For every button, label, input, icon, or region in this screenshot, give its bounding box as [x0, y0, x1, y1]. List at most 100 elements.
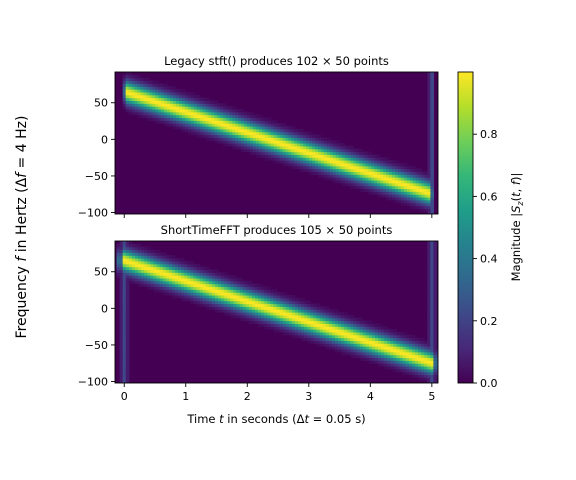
heatmap-cell	[332, 171, 337, 175]
heatmap-cell	[347, 148, 352, 153]
heatmap-cell	[317, 137, 322, 141]
heatmap-cell	[399, 346, 404, 350]
heatmap-cell	[294, 151, 298, 155]
panel-title: Legacy stft() produces 102 × 50 points	[164, 54, 389, 68]
heatmap-cell	[368, 157, 372, 161]
heatmap-cell	[430, 168, 434, 172]
heatmap-cell	[310, 337, 315, 341]
heatmap-cell	[393, 368, 398, 373]
heatmap-cell	[424, 377, 428, 381]
heatmap-cell	[248, 306, 253, 310]
heatmap-cell	[387, 346, 391, 350]
heatmap-cell	[229, 134, 233, 138]
heatmap-cell	[202, 106, 207, 110]
heatmap-cell	[199, 300, 204, 305]
heatmap-cell	[353, 165, 358, 170]
heatmap-cell	[335, 179, 340, 184]
heatmap-cell	[144, 252, 148, 256]
heatmap-cell	[202, 292, 207, 296]
heatmap-cell	[128, 111, 133, 116]
heatmap-cell	[165, 260, 170, 265]
heatmap-cell	[164, 86, 168, 90]
heatmap-cell	[317, 157, 322, 161]
heatmap-cell	[368, 329, 373, 333]
heatmap-cell	[264, 303, 268, 307]
heatmap-cell	[378, 360, 382, 364]
heatmap-cell	[365, 354, 370, 359]
heatmap-cell	[362, 343, 367, 347]
heatmap-cell	[178, 280, 182, 285]
heatmap-cell	[119, 275, 124, 279]
heatmap-cell	[390, 360, 394, 364]
heatmap-cell	[235, 123, 239, 127]
heatmap-cell	[218, 309, 222, 313]
heatmap-cell	[242, 294, 247, 299]
heatmap-cell	[294, 157, 298, 161]
heatmap-cell	[386, 196, 390, 201]
heatmap-cell	[208, 283, 213, 288]
heatmap-cell	[306, 137, 310, 141]
heatmap-cell	[316, 343, 321, 347]
heatmap-cell	[430, 86, 434, 90]
heatmap-cell	[122, 360, 127, 364]
heatmap-cell	[427, 317, 431, 322]
heatmap-cell	[267, 151, 272, 155]
heatmap-cell	[276, 137, 281, 141]
heatmap-cell	[430, 174, 434, 178]
heatmap-cell	[368, 320, 373, 324]
heatmap-cell	[230, 283, 235, 288]
heatmap-cell	[131, 258, 136, 262]
heatmap-cell	[353, 162, 358, 167]
heatmap-cell	[135, 275, 139, 279]
heatmap-cell	[402, 343, 407, 347]
heatmap-cell	[362, 157, 366, 161]
heatmap-cell	[171, 269, 176, 273]
heatmap-cell	[306, 151, 310, 155]
heatmap-cell	[298, 334, 302, 339]
heatmap-cell	[168, 292, 173, 296]
heatmap-cell	[161, 120, 165, 124]
heatmap-cell	[138, 283, 142, 288]
heatmap-cell	[430, 137, 434, 141]
heatmap-cell	[270, 312, 275, 316]
heatmap-cell	[279, 123, 284, 127]
heatmap-cell	[365, 357, 370, 361]
heatmap-cell	[307, 337, 311, 341]
heatmap-cell	[258, 286, 262, 290]
heatmap-cell	[298, 312, 302, 316]
heatmap-cell	[430, 337, 434, 341]
heatmap-cell	[380, 188, 384, 192]
heatmap-cell	[119, 329, 124, 333]
heatmap-cell	[233, 292, 238, 296]
heatmap-cell	[181, 106, 186, 110]
heatmap-cell	[184, 292, 188, 296]
heatmap-cell	[187, 117, 192, 121]
heatmap-cell	[323, 145, 328, 150]
heatmap-cell	[335, 145, 340, 150]
heatmap-cell	[365, 337, 370, 341]
heatmap-cell	[389, 171, 393, 175]
heatmap-cell	[374, 171, 378, 175]
heatmap-cell	[181, 272, 185, 276]
heatmap-cell	[153, 260, 158, 265]
heatmap-cell	[347, 171, 352, 175]
heatmap-cell	[248, 286, 253, 290]
heatmap-cell	[294, 128, 298, 133]
heatmap-cell	[181, 283, 185, 288]
heatmap-cell	[371, 337, 376, 341]
heatmap-cell	[430, 80, 434, 84]
heatmap-cell	[344, 157, 349, 161]
heatmap-cell	[326, 145, 331, 150]
y-tick-label: 0	[101, 133, 108, 146]
heatmap-cell	[214, 289, 219, 293]
heatmap-cell	[298, 309, 302, 313]
heatmap-cell	[184, 289, 188, 293]
heatmap-cell	[389, 162, 393, 167]
heatmap-cell	[294, 317, 299, 322]
heatmap-cell	[202, 289, 207, 293]
heatmap-cell	[391, 196, 396, 201]
heatmap-cell	[350, 317, 355, 322]
heatmap-cell	[282, 309, 287, 313]
heatmap-cell	[405, 357, 410, 361]
heatmap-cell	[270, 125, 275, 130]
